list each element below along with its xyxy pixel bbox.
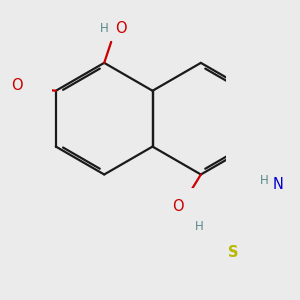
Text: H: H	[100, 22, 109, 35]
Text: O: O	[115, 21, 126, 36]
Text: S: S	[228, 245, 238, 260]
Text: N: N	[272, 177, 283, 192]
Text: O: O	[11, 78, 23, 93]
Text: H: H	[260, 174, 269, 187]
Text: H: H	[195, 220, 203, 233]
Text: O: O	[172, 199, 183, 214]
